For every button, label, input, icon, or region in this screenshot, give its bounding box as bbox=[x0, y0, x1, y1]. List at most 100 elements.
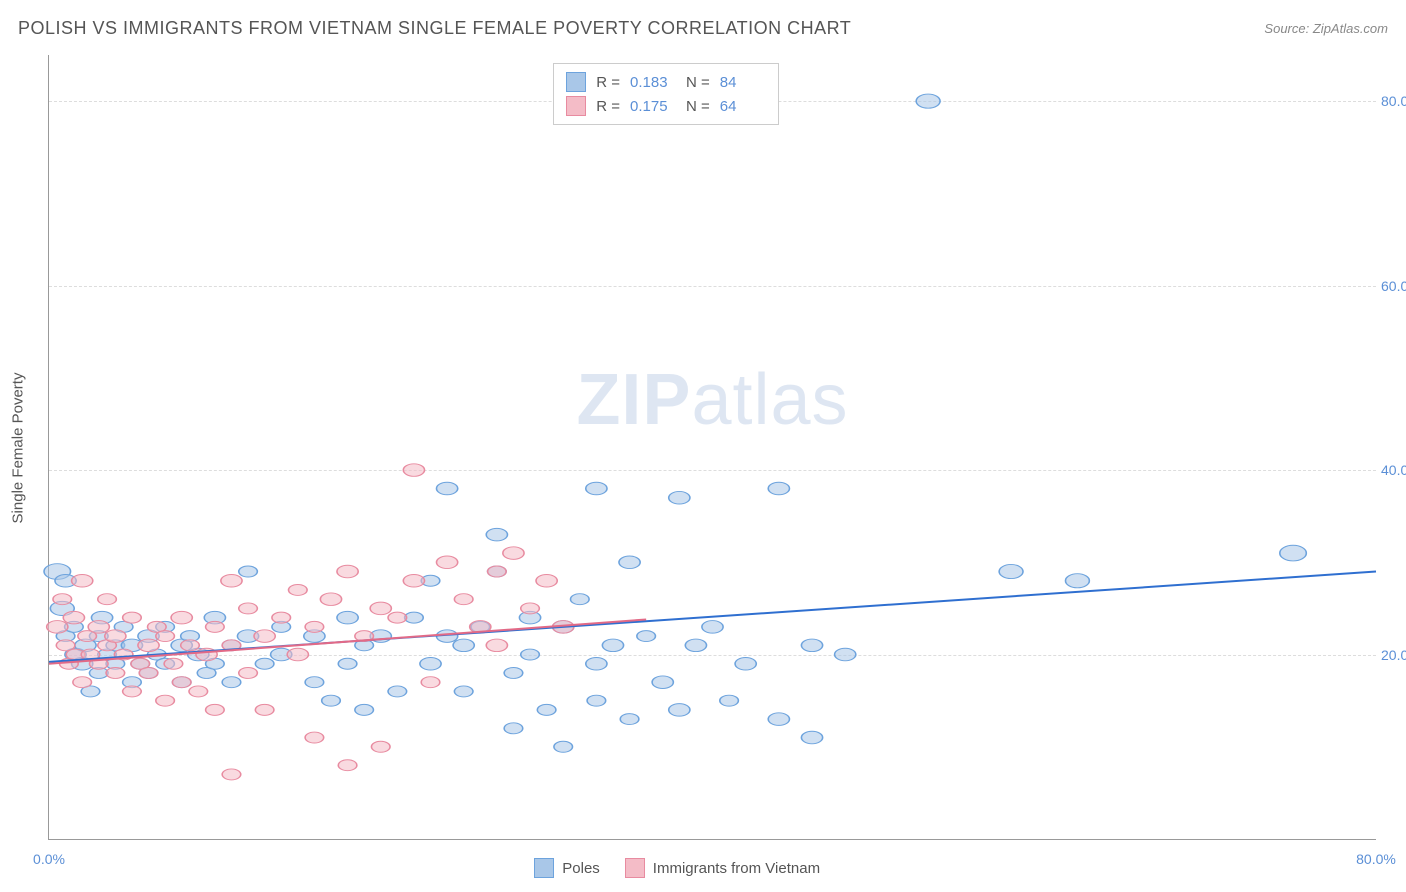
data-point bbox=[171, 611, 192, 624]
data-point bbox=[521, 649, 540, 660]
xtick-label: 0.0% bbox=[33, 851, 65, 867]
data-point bbox=[669, 491, 690, 504]
data-point bbox=[106, 667, 125, 678]
y-axis-label: Single Female Poverty bbox=[10, 372, 27, 523]
data-point bbox=[222, 677, 241, 688]
scatter-svg bbox=[49, 55, 1376, 839]
data-point bbox=[156, 695, 175, 706]
source-attribution: Source: ZipAtlas.com bbox=[1264, 21, 1388, 36]
source-value: ZipAtlas.com bbox=[1313, 21, 1388, 36]
ytick-label: 60.0% bbox=[1381, 278, 1406, 294]
data-point bbox=[355, 704, 374, 715]
n-value: 64 bbox=[720, 98, 766, 115]
data-point bbox=[388, 686, 407, 697]
data-point bbox=[181, 640, 200, 651]
r-value: 0.183 bbox=[630, 74, 676, 91]
data-point bbox=[521, 603, 540, 614]
data-point bbox=[47, 621, 68, 634]
legend-swatch bbox=[566, 72, 586, 92]
r-value: 0.175 bbox=[630, 98, 676, 115]
data-point bbox=[620, 714, 639, 725]
data-point bbox=[88, 621, 109, 634]
data-point bbox=[720, 695, 739, 706]
data-point bbox=[123, 612, 142, 623]
data-point bbox=[735, 657, 756, 670]
data-point bbox=[586, 657, 607, 670]
data-point bbox=[305, 621, 324, 632]
data-point bbox=[105, 630, 126, 643]
data-point bbox=[453, 639, 474, 652]
data-point bbox=[53, 594, 72, 605]
n-label: N = bbox=[686, 74, 710, 91]
data-point bbox=[403, 464, 424, 477]
data-point bbox=[586, 482, 607, 495]
data-point bbox=[337, 565, 358, 578]
data-point bbox=[768, 713, 789, 726]
data-point bbox=[637, 631, 656, 642]
plot-area: ZIPatlas R =0.183N =84R =0.175N =64 20.0… bbox=[48, 55, 1376, 840]
data-point bbox=[702, 621, 723, 634]
data-point bbox=[571, 594, 590, 605]
r-label: R = bbox=[596, 98, 620, 115]
data-point bbox=[669, 704, 690, 717]
data-point bbox=[371, 741, 390, 752]
data-point bbox=[405, 612, 424, 623]
data-point bbox=[652, 676, 673, 689]
chart-title: POLISH VS IMMIGRANTS FROM VIETNAM SINGLE… bbox=[18, 18, 851, 39]
data-point bbox=[221, 574, 242, 587]
data-point bbox=[320, 593, 341, 606]
legend-swatch bbox=[534, 858, 554, 878]
data-point bbox=[801, 639, 822, 652]
data-point bbox=[503, 547, 524, 560]
ytick-label: 40.0% bbox=[1381, 462, 1406, 478]
data-point bbox=[322, 695, 341, 706]
legend-item: Immigrants from Vietnam bbox=[625, 858, 820, 878]
data-point bbox=[420, 657, 441, 670]
data-point bbox=[338, 658, 357, 669]
series-legend: Poles Immigrants from Vietnam bbox=[534, 858, 820, 878]
data-point bbox=[436, 482, 457, 495]
data-point bbox=[1065, 574, 1089, 588]
data-point bbox=[602, 639, 623, 652]
data-point bbox=[403, 574, 424, 587]
data-point bbox=[164, 658, 183, 669]
xtick-label: 80.0% bbox=[1356, 851, 1396, 867]
data-point bbox=[139, 667, 158, 678]
data-point bbox=[172, 677, 191, 688]
ytick-label: 20.0% bbox=[1381, 647, 1406, 663]
data-point bbox=[370, 602, 391, 615]
legend-row: R = 0.175 N = 64 bbox=[566, 94, 766, 118]
data-point bbox=[835, 648, 856, 661]
data-point bbox=[486, 639, 507, 652]
legend-label: Poles bbox=[562, 860, 600, 877]
data-point bbox=[73, 677, 92, 688]
data-point bbox=[454, 594, 473, 605]
data-point bbox=[289, 584, 308, 595]
chart-container: Single Female Poverty ZIPatlas R =0.183N… bbox=[48, 55, 1376, 840]
data-point bbox=[305, 677, 324, 688]
data-point bbox=[206, 704, 225, 715]
data-point bbox=[239, 667, 258, 678]
data-point bbox=[619, 556, 640, 569]
data-point bbox=[388, 612, 407, 623]
data-point bbox=[206, 621, 225, 632]
data-point bbox=[486, 528, 507, 541]
data-point bbox=[504, 667, 523, 678]
data-point bbox=[504, 723, 523, 734]
data-point bbox=[138, 639, 159, 652]
data-point bbox=[254, 630, 275, 643]
data-point bbox=[421, 677, 440, 688]
n-value: 84 bbox=[720, 74, 766, 91]
data-point bbox=[1280, 545, 1307, 561]
n-label: N = bbox=[686, 98, 710, 115]
data-point bbox=[488, 566, 507, 577]
data-point bbox=[239, 603, 258, 614]
data-point bbox=[436, 556, 457, 569]
data-point bbox=[999, 564, 1023, 578]
data-point bbox=[768, 482, 789, 495]
legend-label: Immigrants from Vietnam bbox=[653, 860, 820, 877]
legend-row: R =0.183N =84 bbox=[566, 70, 766, 94]
data-point bbox=[72, 574, 93, 587]
data-point bbox=[536, 574, 557, 587]
data-point bbox=[454, 686, 473, 697]
